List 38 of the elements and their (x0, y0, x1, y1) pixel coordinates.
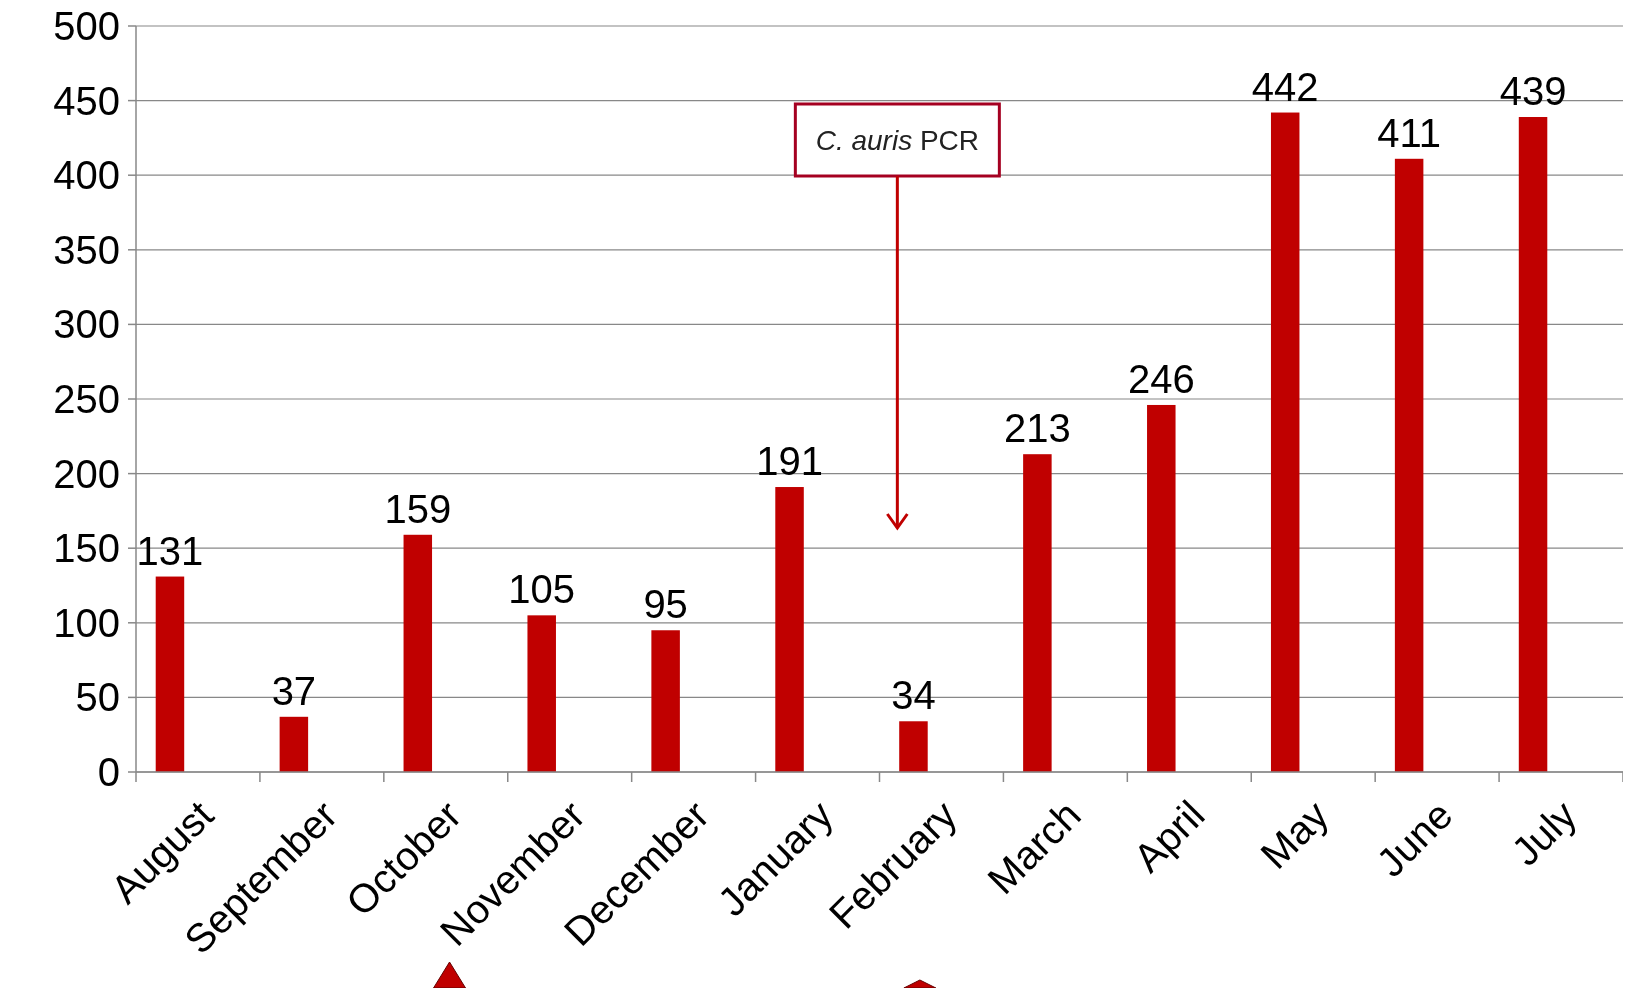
bar (1270, 112, 1300, 772)
y-tick-label: 350 (53, 227, 120, 272)
data-label: 442 (1251, 64, 1319, 109)
annotation: C. auris PCR (815, 125, 980, 156)
data-label: 246 (1127, 356, 1195, 401)
y-tick-label: 300 (53, 302, 120, 347)
y-tick-label: 500 (53, 4, 120, 48)
bar (279, 716, 309, 772)
bar (1394, 158, 1424, 772)
bar (775, 487, 804, 772)
data-label: 34 (891, 673, 936, 718)
y-tick-label: 0 (97, 750, 120, 794)
data-label: 159 (384, 486, 452, 531)
data-label: 95 (643, 582, 688, 627)
y-tick-label: 50 (75, 675, 120, 720)
data-label: 37 (271, 668, 317, 713)
data-label: 411 (1377, 110, 1442, 155)
x-tick-label: May (1252, 792, 1337, 877)
data-label: 439 (1499, 69, 1567, 114)
y-tick-label: 100 (53, 600, 120, 645)
data-label: 191 (756, 439, 823, 484)
bar (527, 615, 556, 772)
bar (1023, 454, 1052, 772)
y-tick-label: 150 (53, 526, 120, 571)
bar (403, 534, 433, 772)
y-tick-label: 450 (53, 78, 120, 123)
bar (1147, 404, 1176, 772)
data-label: 131 (136, 528, 204, 573)
y-tick-label: 200 (53, 451, 120, 496)
data-label: 105 (508, 567, 576, 612)
y-tick-label: 400 (53, 153, 120, 198)
bar (651, 630, 680, 772)
bar (155, 576, 185, 772)
x-tick-label: July (1503, 792, 1585, 874)
bar (899, 721, 928, 772)
data-label: 213 (1004, 406, 1071, 451)
bar (1518, 117, 1548, 772)
y-tick-label: 250 (53, 377, 120, 421)
